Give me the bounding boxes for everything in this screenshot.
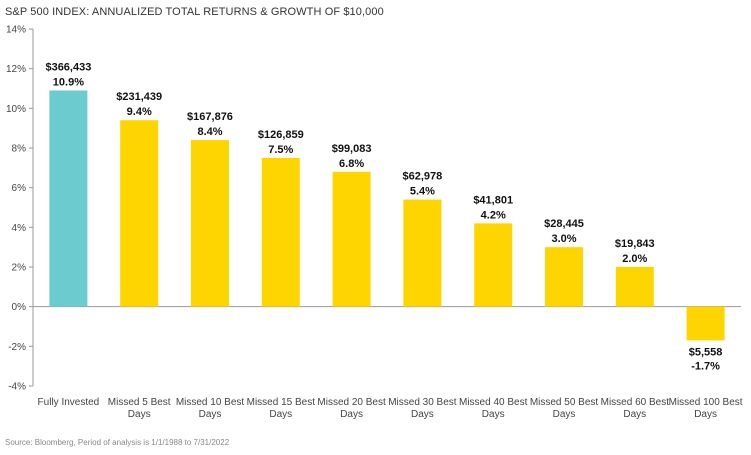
return-label: 3.0% <box>551 233 576 245</box>
x-category-label: Days <box>128 409 151 420</box>
growth-label: $28,445 <box>544 218 584 230</box>
y-tick-label: 6% <box>12 183 27 194</box>
x-category-label: Fully Invested <box>38 397 100 408</box>
x-category-label: Missed 10 Best <box>176 397 245 408</box>
return-label: -1.7% <box>691 360 720 372</box>
y-tick-label: 0% <box>12 302 27 313</box>
return-label: 4.2% <box>481 209 506 221</box>
bar <box>191 140 229 307</box>
chart-title: S&P 500 INDEX: ANNUALIZED TOTAL RETURNS … <box>5 6 384 18</box>
x-category-label: Days <box>482 409 505 420</box>
growth-label: $167,876 <box>187 111 233 123</box>
bar <box>615 267 654 307</box>
y-tick-label: 2% <box>12 263 27 274</box>
y-tick-label: 10% <box>6 104 26 115</box>
source-note: Source: Bloomberg, Period of analysis is… <box>5 438 230 447</box>
growth-label: $41,801 <box>473 194 513 206</box>
x-category-label: Days <box>623 409 646 420</box>
y-tick-label: -4% <box>8 382 26 393</box>
growth-label: $366,433 <box>45 61 91 73</box>
growth-label: $99,083 <box>332 143 372 155</box>
bar <box>261 157 300 307</box>
y-tick-label: 12% <box>6 64 26 75</box>
x-category-label: Days <box>199 409 222 420</box>
x-category-label: Days <box>411 409 434 420</box>
return-label: 10.9% <box>53 76 84 88</box>
x-category-label: Days <box>553 409 576 420</box>
y-tick-label: 14% <box>6 25 26 36</box>
x-category-label: Days <box>694 409 717 420</box>
x-category-label: Missed 100 Best <box>669 397 743 408</box>
x-category-label: Days <box>269 409 292 420</box>
bar <box>474 223 513 307</box>
growth-label: $231,439 <box>116 91 162 103</box>
bar <box>120 120 159 307</box>
x-category-label: Missed 20 Best <box>317 397 386 408</box>
x-category-label: Missed 40 Best <box>459 397 528 408</box>
y-tick-label: -2% <box>8 342 26 353</box>
x-category-label: Missed 5 Best <box>108 397 171 408</box>
x-category-label: Days <box>340 409 363 420</box>
return-label: 6.8% <box>339 158 364 170</box>
bar <box>332 171 371 307</box>
bar <box>49 90 88 307</box>
y-tick-label: 4% <box>12 223 27 234</box>
x-category-label: Missed 50 Best <box>530 397 599 408</box>
return-label: 7.5% <box>268 144 293 156</box>
return-label: 8.4% <box>197 126 222 138</box>
x-category-label: Missed 15 Best <box>247 397 316 408</box>
return-label: 5.4% <box>410 186 435 198</box>
growth-label: $126,859 <box>258 129 304 141</box>
return-label: 2.0% <box>622 253 647 265</box>
return-label: 9.4% <box>127 106 152 118</box>
y-tick-label: 8% <box>12 144 27 155</box>
growth-label: $19,843 <box>615 238 655 250</box>
bar <box>545 247 583 307</box>
bar <box>686 306 725 341</box>
x-category-label: Missed 30 Best <box>388 397 457 408</box>
growth-label: $5,558 <box>689 346 723 358</box>
x-category-label: Missed 60 Best <box>601 397 670 408</box>
bar <box>403 199 442 307</box>
growth-label: $62,978 <box>403 171 443 183</box>
